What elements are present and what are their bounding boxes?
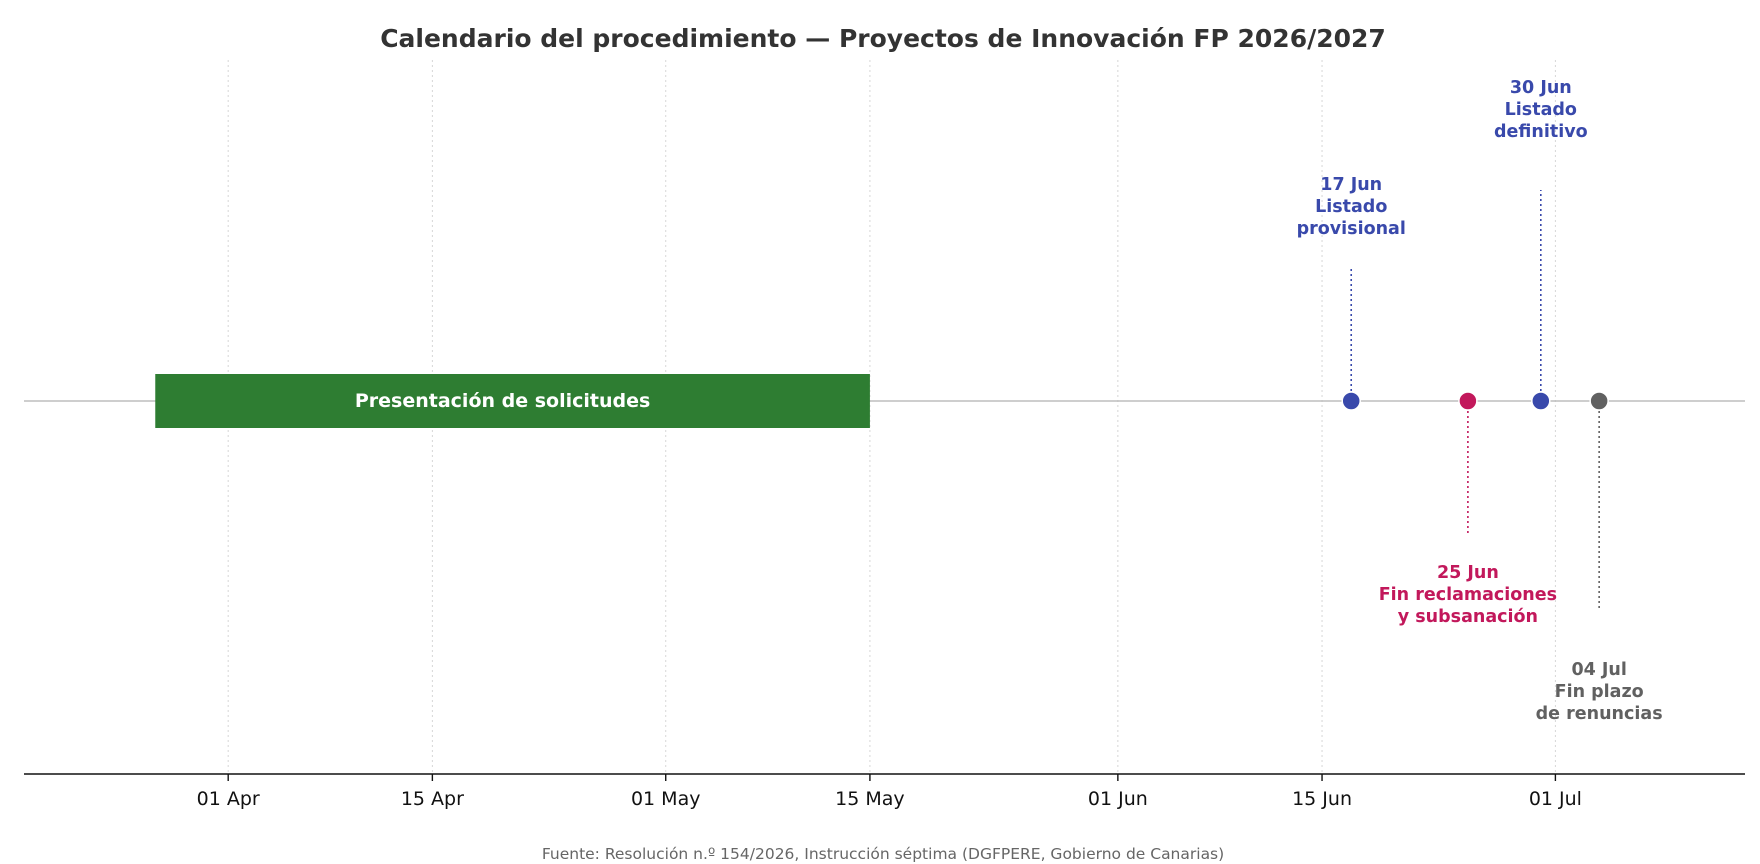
milestone-label-line: provisional bbox=[1297, 219, 1406, 239]
x-axis-ticks: 01 Apr 15 Apr 01 May 15 May 01 Jun 15 Jun 01 J… bbox=[197, 774, 1582, 810]
milestone-label: 30 Jun Listado definitivo bbox=[1494, 78, 1588, 142]
x-tick-label: 15 May bbox=[835, 788, 905, 810]
milestone-label-line: Fin reclamaciones bbox=[1379, 585, 1557, 605]
milestone-marker bbox=[1589, 391, 1609, 411]
milestone-label-line: y subsanación bbox=[1398, 607, 1538, 627]
milestone-label-line: Fin plazo bbox=[1555, 682, 1644, 702]
x-tick-label: 15 Jun bbox=[1292, 788, 1352, 810]
chart-title: Calendario del procedimiento — Proyectos… bbox=[380, 24, 1386, 53]
milestone-label-line: 30 Jun bbox=[1510, 78, 1572, 98]
milestone-label-line: 17 Jun bbox=[1320, 175, 1382, 195]
period-bar bbox=[155, 374, 870, 428]
chart-source: Fuente: Resolución n.º 154/2026, Instruc… bbox=[542, 845, 1224, 863]
x-tick-label: 01 Jul bbox=[1529, 788, 1582, 810]
x-tick-label: 01 Jun bbox=[1088, 788, 1148, 810]
milestone-label: 25 Jun Fin reclamaciones y subsanación bbox=[1379, 563, 1557, 627]
milestone-label: 17 Jun Listado provisional bbox=[1297, 175, 1406, 239]
milestone-label-line: Listado bbox=[1505, 100, 1577, 120]
milestone-label-line: 25 Jun bbox=[1437, 563, 1499, 583]
milestone-label-line: definitivo bbox=[1494, 122, 1588, 142]
milestone-label: 04 Jul Fin plazo de renuncias bbox=[1536, 660, 1663, 724]
milestone-label-line: 04 Jul bbox=[1571, 660, 1626, 680]
period-label: Presentación de solicitudes bbox=[355, 390, 650, 412]
milestone-label-line: de renuncias bbox=[1536, 704, 1663, 724]
x-tick-label: 15 Apr bbox=[401, 788, 464, 810]
milestone-marker bbox=[1531, 391, 1551, 411]
periods-layer: Presentación de solicitudes bbox=[155, 374, 870, 428]
x-tick-label: 01 May bbox=[631, 788, 701, 810]
milestone-label-line: Listado bbox=[1315, 197, 1387, 217]
milestone-marker bbox=[1341, 391, 1361, 411]
milestone-marker bbox=[1458, 391, 1478, 411]
x-tick-label: 01 Apr bbox=[197, 788, 260, 810]
